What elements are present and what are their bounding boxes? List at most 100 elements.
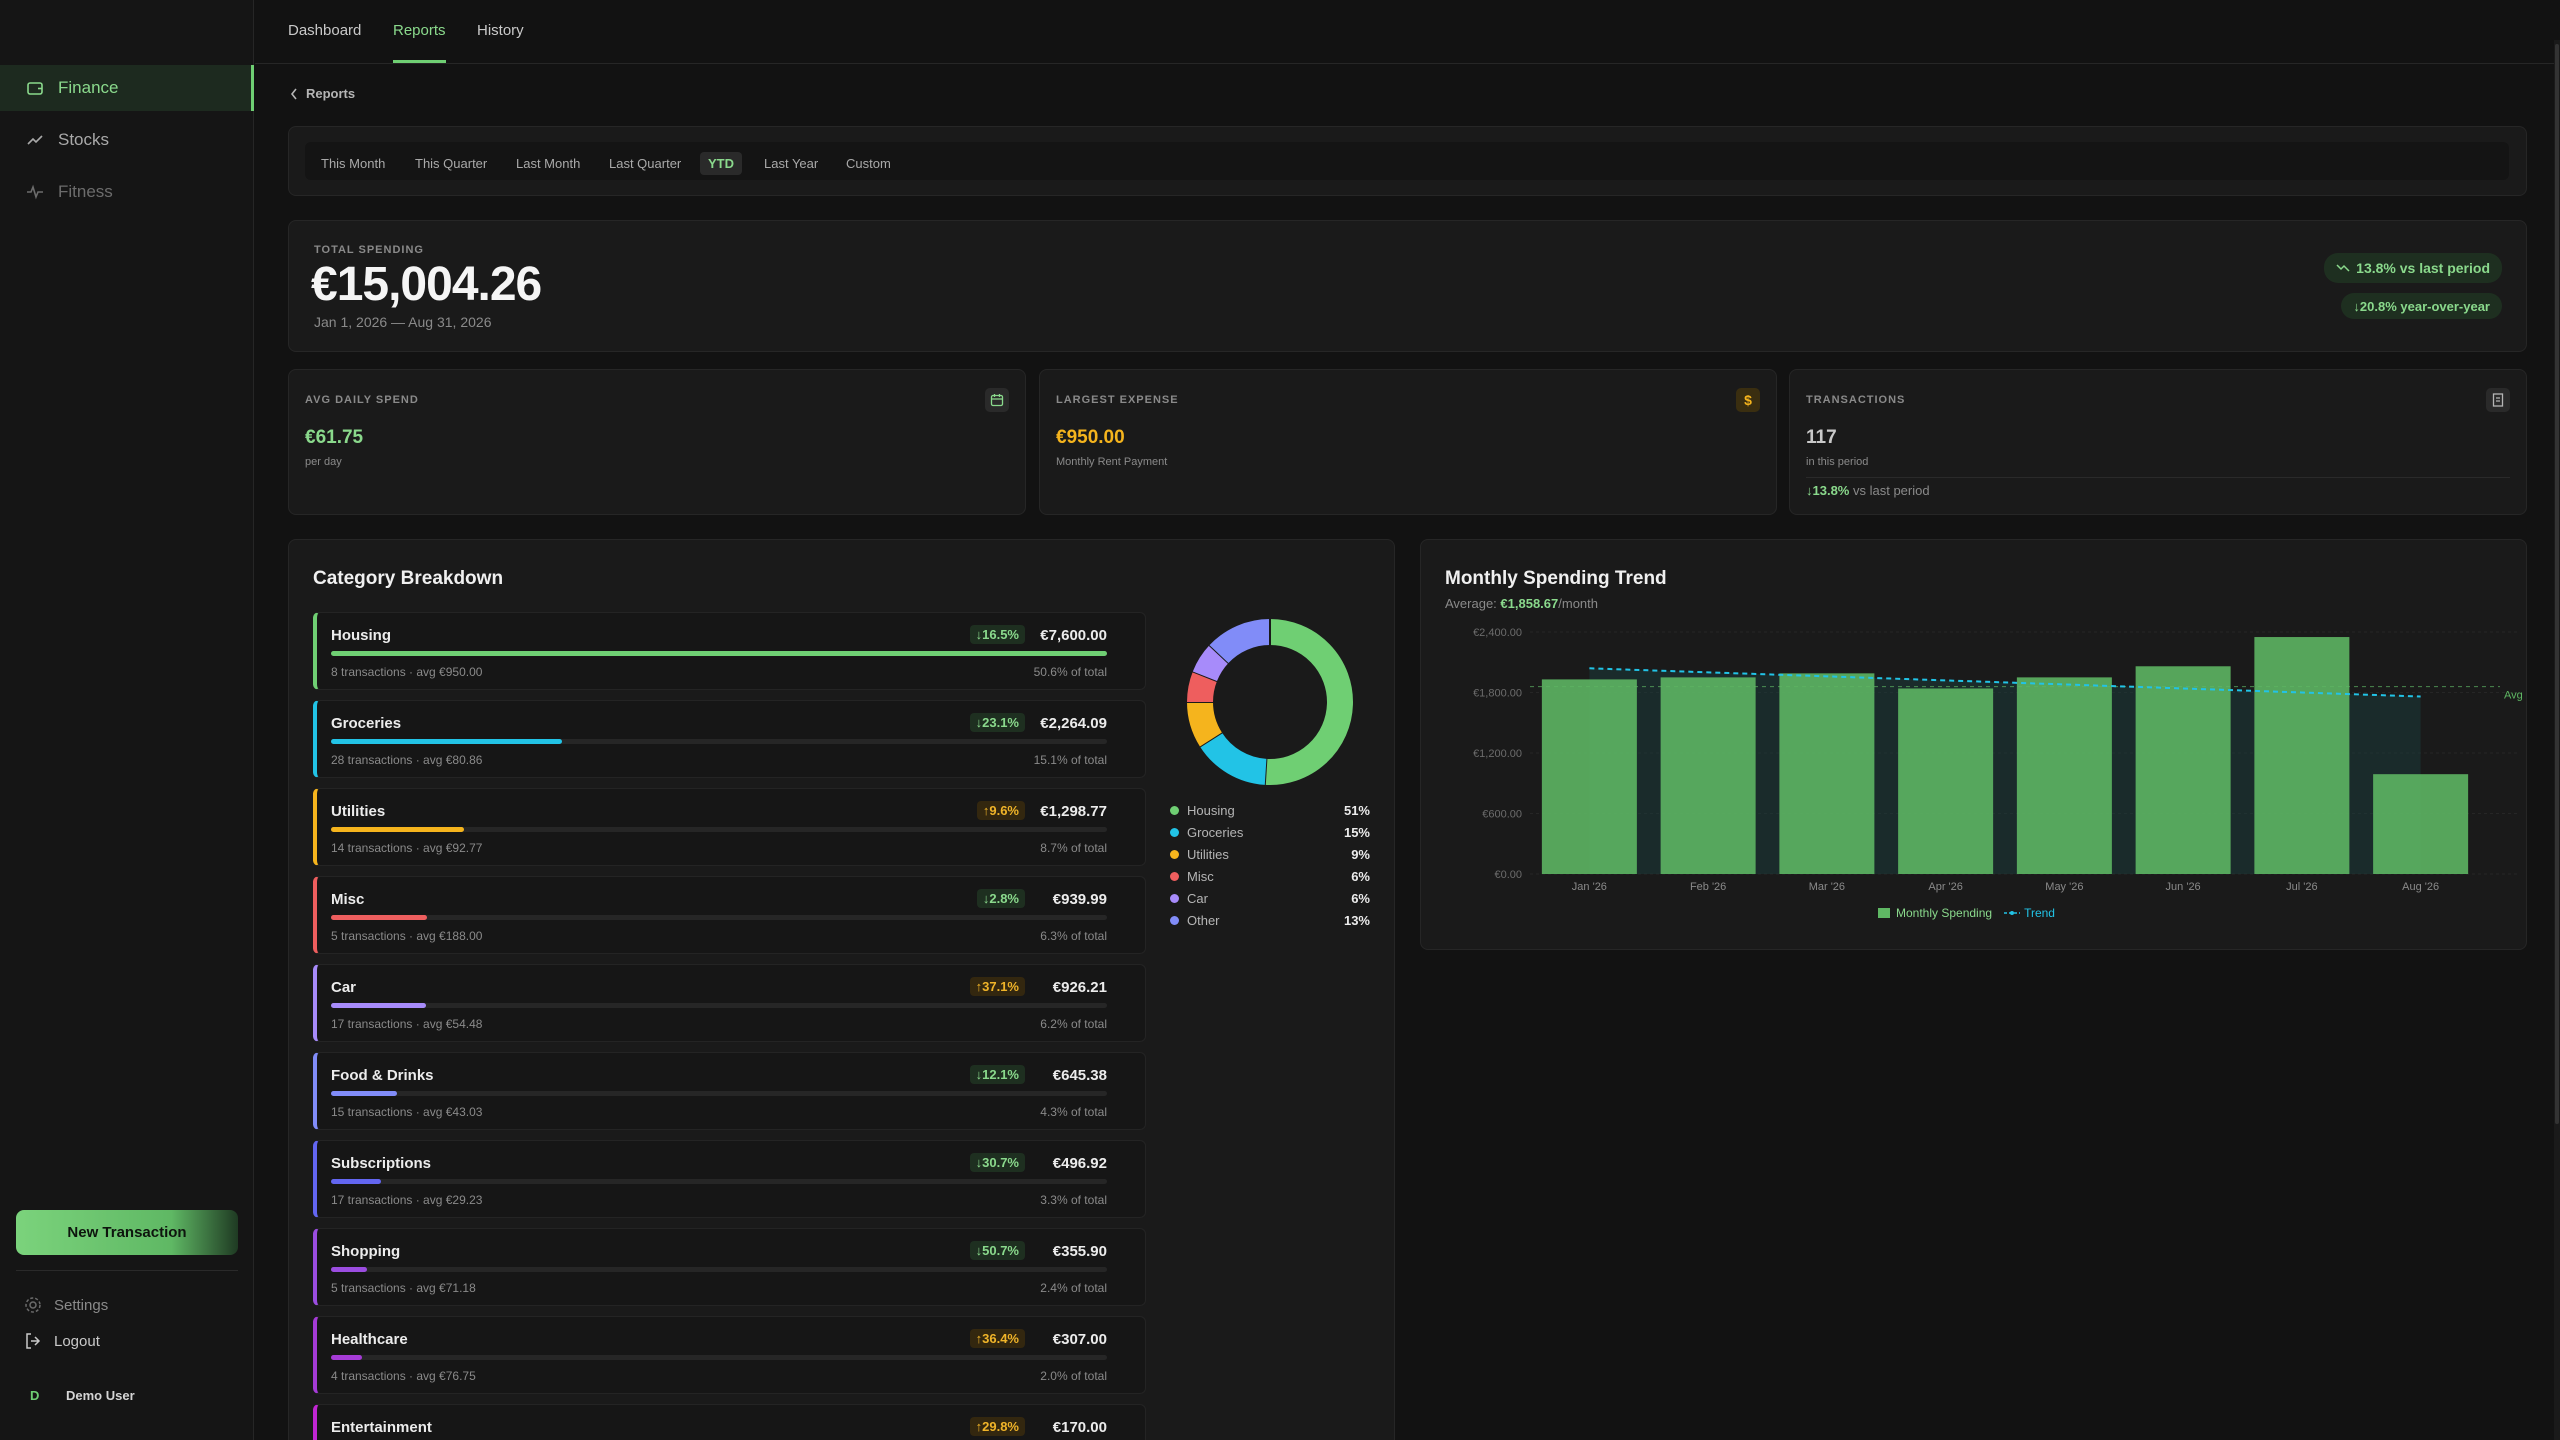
transactions-change: ↓13.8% vs last period (1806, 483, 1930, 498)
category-percent: 3.3% of total (1040, 1193, 1107, 1207)
category-meta: 17 transactions · avg €54.48 (331, 1017, 483, 1031)
category-progress-track (331, 1091, 1107, 1096)
bar-monthly-spending[interactable] (2373, 774, 2469, 874)
user-profile[interactable]: D Demo User (30, 1388, 135, 1403)
legend-percent: 6% (1351, 891, 1370, 906)
scrollbar-thumb[interactable] (2555, 44, 2559, 1124)
category-row[interactable]: Subscriptions ↓30.7% €496.92 17 transaction… (313, 1140, 1146, 1218)
x-tick-label: Jan '26 (1572, 881, 1607, 893)
settings-link[interactable]: Settings (24, 1296, 108, 1314)
active-tab-indicator (393, 60, 446, 63)
category-amount: €1,298.77 (1040, 803, 1107, 820)
new-transaction-button[interactable]: New Transaction (16, 1210, 238, 1255)
category-change-badge: ↓50.7% (969, 1241, 1025, 1260)
bar-monthly-spending[interactable] (1779, 673, 1875, 874)
category-change-badge: ↓2.8% (976, 889, 1025, 908)
y-tick-label: €2,400.00 (1473, 627, 1522, 639)
category-row[interactable]: Groceries ↓23.1% €2,264.09 28 transactions … (313, 700, 1146, 778)
category-change-badge: ↑37.1% (969, 977, 1025, 996)
bar-monthly-spending[interactable] (2135, 666, 2231, 874)
donut-legend-item: Groceries 15% (1170, 825, 1370, 840)
donut-slice-other[interactable] (1209, 619, 1271, 664)
range-custom[interactable]: Custom (846, 156, 891, 171)
legend-label: Other (1187, 913, 1220, 928)
donut-gap (1208, 643, 1230, 665)
legend-dot (1170, 806, 1179, 815)
breadcrumb[interactable]: Reports (290, 86, 355, 101)
category-progress-fill (331, 1003, 426, 1008)
category-meta: 5 transactions · avg €71.18 (331, 1281, 476, 1295)
range-ytd[interactable]: YTD (700, 152, 742, 175)
category-row[interactable]: Car ↑37.1% €926.21 17 transactions · avg €5… (313, 964, 1146, 1042)
category-row[interactable]: Housing ↓16.5% €7,600.00 8 transactions · a… (313, 612, 1146, 690)
bar-monthly-spending[interactable] (2016, 677, 2112, 874)
sidebar-item-fitness[interactable]: Fitness (0, 169, 254, 215)
y-tick-label: €0.00 (1494, 869, 1522, 881)
category-percent: 6.2% of total (1040, 1017, 1107, 1031)
bar-monthly-spending[interactable] (1660, 677, 1756, 874)
tab-reports[interactable]: Reports (393, 22, 446, 39)
chart-legend: Monthly Spending Trend (1878, 906, 2055, 920)
logout-link[interactable]: Logout (24, 1332, 100, 1350)
transactions-label: TRANSACTIONS (1806, 394, 1906, 406)
category-amount: €355.90 (1052, 1243, 1107, 1260)
donut-legend-item: Other 13% (1170, 913, 1370, 928)
trending-down-icon (2336, 263, 2350, 273)
y-tick-label: €1,800.00 (1473, 688, 1522, 700)
largest-expense-sub: Monthly Rent Payment (1056, 456, 1168, 468)
category-row[interactable]: Misc ↓2.8% €939.99 5 transactions · avg €18… (313, 876, 1146, 954)
trending-up-icon (24, 129, 46, 151)
category-row[interactable]: Entertainment ↑29.8% €170.00 (313, 1404, 1146, 1440)
settings-label: Settings (54, 1296, 109, 1314)
category-name: Groceries (331, 715, 402, 732)
category-amount: €939.99 (1052, 891, 1107, 908)
category-meta: 5 transactions · avg €188.00 (331, 929, 483, 943)
legend-dot (1170, 916, 1179, 925)
category-meta: 15 transactions · avg €43.03 (331, 1105, 483, 1119)
category-progress-track (331, 1267, 1107, 1272)
bar-monthly-spending[interactable] (2254, 637, 2350, 874)
category-row[interactable]: Shopping ↓50.7% €355.90 5 transactions · av… (313, 1228, 1146, 1306)
calendar-icon (985, 388, 1009, 412)
range-this-month[interactable]: This Month (321, 156, 386, 171)
largest-expense-card: LARGEST EXPENSE €950.00 Monthly Rent Pay… (1039, 369, 1777, 515)
donut-slice-utilities[interactable] (1187, 701, 1223, 747)
legend-dot (1170, 872, 1179, 881)
tab-dashboard[interactable]: Dashboard (288, 22, 362, 39)
dollar-icon: $ (1736, 388, 1760, 412)
average-value: €1,858.67 (1500, 596, 1559, 611)
transactions-value: 117 (1806, 427, 1837, 448)
category-row[interactable]: Food & Drinks ↓12.1% €645.38 15 transaction… (313, 1052, 1146, 1130)
donut-slice-misc[interactable] (1187, 671, 1218, 703)
sidebar-item-finance[interactable]: Finance (0, 65, 254, 111)
largest-expense-label: LARGEST EXPENSE (1056, 394, 1179, 406)
range-this-quarter[interactable]: This Quarter (415, 156, 488, 171)
receipt-icon (2486, 388, 2510, 412)
range-last-year[interactable]: Last Year (764, 156, 819, 171)
tab-history[interactable]: History (477, 22, 524, 39)
category-meta: 28 transactions · avg €80.86 (331, 753, 483, 767)
range-last-month[interactable]: Last Month (516, 156, 581, 171)
category-change-badge: ↓16.5% (969, 625, 1025, 644)
donut-slice-groceries[interactable] (1199, 732, 1267, 785)
category-row[interactable]: Healthcare ↑36.4% €307.00 4 transactions · … (313, 1316, 1146, 1394)
category-row[interactable]: Utilities ↑9.6% €1,298.77 14 transactions ·… (313, 788, 1146, 866)
category-progress-track (331, 827, 1107, 832)
top-nav: Dashboard Reports History (255, 0, 2560, 64)
category-name: Misc (331, 891, 365, 908)
legend-label: Utilities (1187, 847, 1229, 862)
monthly-trend-average: Average: €1,858.67/month (1445, 596, 1598, 611)
bar-monthly-spending[interactable] (1898, 688, 1994, 874)
category-amount: €2,264.09 (1040, 715, 1107, 732)
bar-monthly-spending[interactable] (1541, 679, 1637, 874)
x-tick-label: Aug '26 (2402, 881, 2439, 893)
year-over-year-badge: ↓20.8% year-over-year (2341, 293, 2502, 319)
scrollbar[interactable] (2554, 40, 2560, 1440)
average-line-label: Avg (2504, 690, 2523, 702)
total-spending-period: Jan 1, 2026 — Aug 31, 2026 (314, 314, 492, 330)
sidebar-item-stocks[interactable]: Stocks (0, 117, 254, 163)
range-last-quarter[interactable]: Last Quarter (609, 156, 682, 171)
donut-slice-housing[interactable] (1264, 619, 1353, 785)
donut-slice-car[interactable] (1192, 645, 1229, 682)
vs-last-period-text: 13.8% vs last period (2356, 260, 2490, 276)
